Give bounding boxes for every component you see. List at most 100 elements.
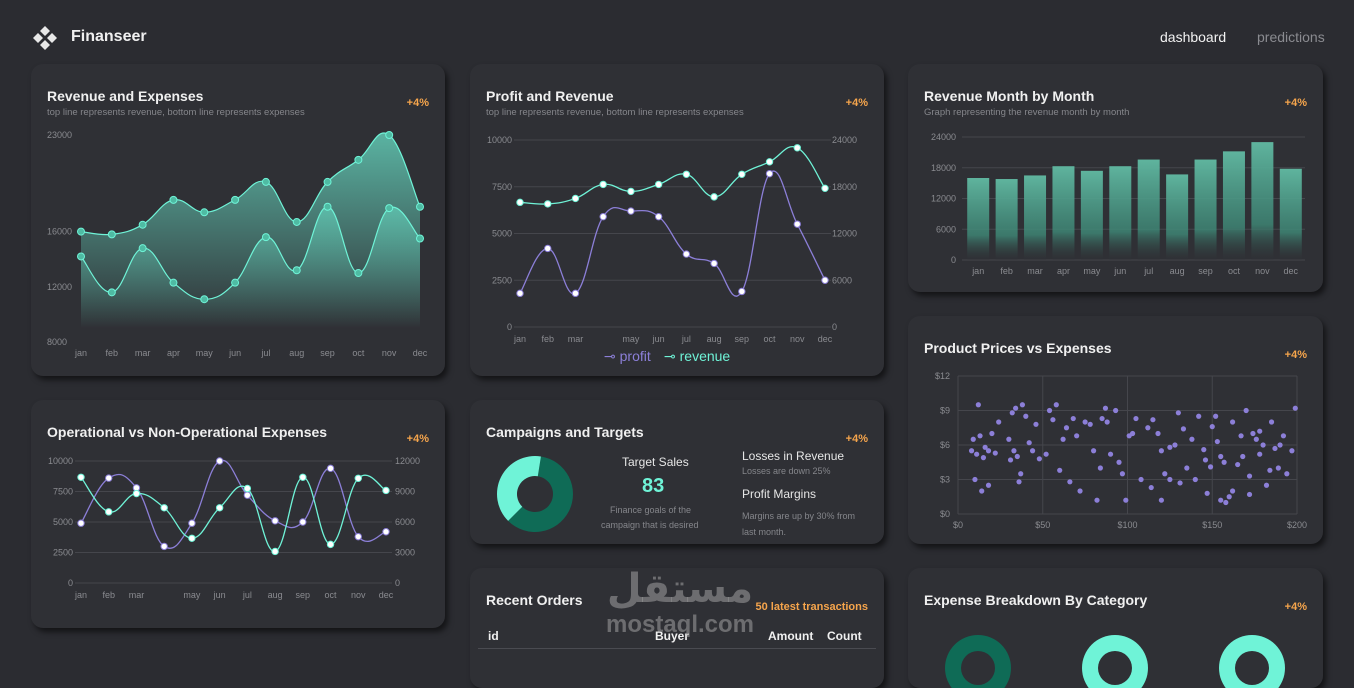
card-title: Expense Breakdown By Category (924, 592, 1148, 608)
scatter-point (1107, 451, 1114, 457)
data-point (160, 542, 168, 551)
x-tick-label: jan (74, 590, 87, 600)
x-tick-label: jul (260, 348, 270, 358)
target-sales-label: Target Sales (622, 455, 689, 469)
data-point (271, 517, 279, 525)
profit-revenue-chart: 0 2500 5000 7500 10000 0 6000 12000 18000 24000 ja… (487, 135, 857, 344)
scatter-point (1119, 471, 1126, 477)
bar (1109, 166, 1132, 260)
data-point (132, 489, 141, 498)
y-right-tick-label: 6000 (832, 275, 852, 285)
scatter-point (1009, 410, 1015, 416)
scatter-point (1214, 438, 1220, 445)
scatter-point (1145, 425, 1151, 431)
bar (967, 178, 990, 260)
scatter-point (996, 419, 1002, 425)
scatter-point (1292, 405, 1298, 411)
mostaql-watermark-logo: مستقل mostaql.com (606, 567, 754, 638)
y-tick-label: 8000 (47, 337, 67, 347)
scatter-point (1060, 436, 1066, 442)
scatter-point (1087, 421, 1093, 427)
scatter-point (1013, 405, 1019, 411)
legend-revenue[interactable]: ⊸ revenue (664, 348, 730, 365)
card-title: Product Prices vs Expenses (924, 340, 1112, 356)
scatter-point (1243, 407, 1249, 414)
bar (1080, 170, 1103, 260)
data-point (77, 473, 85, 481)
x-tick-label: jul (242, 590, 252, 600)
x-tick-label: may (622, 334, 640, 344)
profit-point (544, 244, 552, 253)
y-left-tick-label: 5000 (492, 229, 512, 239)
scatter-point (1016, 479, 1022, 485)
profit-point (793, 220, 801, 228)
breakdown-donut-hole (961, 651, 995, 685)
scatter-point (1057, 467, 1063, 473)
x-tick-label: jan (971, 266, 984, 276)
data-point (105, 474, 113, 482)
scatter-point (1014, 453, 1020, 460)
scatter-point (1167, 444, 1173, 450)
x-tick-label: dec (818, 334, 833, 344)
x-tick-label: dec (1284, 266, 1299, 276)
data-point (215, 457, 224, 465)
diamond-logo-icon (33, 26, 57, 50)
data-point (77, 227, 85, 236)
losses-label: Losses in Revenue (742, 449, 845, 463)
x-tick-label: sep (320, 348, 335, 358)
scatter-point (1229, 488, 1236, 494)
data-point (385, 131, 394, 139)
svg-text:mostaql.com: mostaql.com (606, 611, 754, 638)
expense-breakdown-card: Expense Breakdown By Category +4% (908, 568, 1323, 688)
data-point (107, 288, 116, 297)
revenue-point (571, 194, 580, 203)
y-right-tick-label: 12000 (832, 229, 857, 239)
bar (1166, 174, 1189, 260)
scatter-point (1177, 480, 1183, 486)
legend-profit[interactable]: ⊸ profit (604, 348, 651, 365)
y-tick-label: 12000 (47, 282, 72, 292)
revenue-point (682, 170, 691, 178)
y-tick-label: 23000 (47, 130, 72, 140)
data-point (138, 244, 147, 253)
scatter-point (1158, 448, 1164, 454)
scatter-point (1007, 457, 1014, 463)
nav-dashboard-link[interactable]: dashboard (1160, 29, 1227, 45)
data-point (354, 532, 362, 541)
operational-line (80, 459, 387, 549)
x-tick-label: jan (513, 334, 526, 344)
scatter-point (972, 476, 978, 483)
data-point (382, 486, 390, 495)
nav-predictions-link[interactable]: predictions (1257, 29, 1325, 45)
column-header-id[interactable]: id (488, 629, 499, 643)
scatter-point (1091, 448, 1097, 454)
scatter-point (968, 448, 975, 454)
data-point (323, 177, 332, 186)
target-sales-desc-1: Finance goals of the (610, 505, 692, 515)
data-point (77, 252, 85, 261)
column-header-amount[interactable]: Amount (768, 629, 814, 643)
column-header-count[interactable]: Count (827, 629, 862, 643)
x-tick-label: sep (296, 590, 311, 600)
revenue-month-chart: 0 6000 12000 18000 24000 jan feb mar apr may jun ju… (931, 132, 1305, 276)
column-header-buyer[interactable]: Buyer (655, 629, 690, 643)
operational-expenses-chart: 0 2500 5000 7500 10000 0 3000 6000 9000 12000 jan f… (48, 456, 420, 600)
x-tick-label: nov (1255, 266, 1270, 276)
card-badge: +4% (1284, 601, 1307, 613)
profit-revenue-card: Profit and Revenue top line represents r… (470, 64, 884, 376)
x-tick-label: jul (681, 334, 691, 344)
donut-slice (497, 456, 541, 521)
scatter-point (1063, 425, 1070, 431)
y-tick-label: 18000 (931, 163, 956, 173)
data-point (382, 528, 390, 536)
data-point (261, 233, 270, 242)
x-tick-label: jun (213, 590, 226, 600)
x-tick-label: $50 (1035, 520, 1050, 530)
scatter-point (1102, 405, 1109, 411)
x-tick-label: $0 (953, 520, 963, 530)
scatter-point (1250, 430, 1256, 437)
profit-point (599, 212, 607, 221)
x-tick-label: oct (764, 334, 777, 344)
x-tick-label: apr (1057, 266, 1070, 276)
data-point (299, 518, 307, 526)
